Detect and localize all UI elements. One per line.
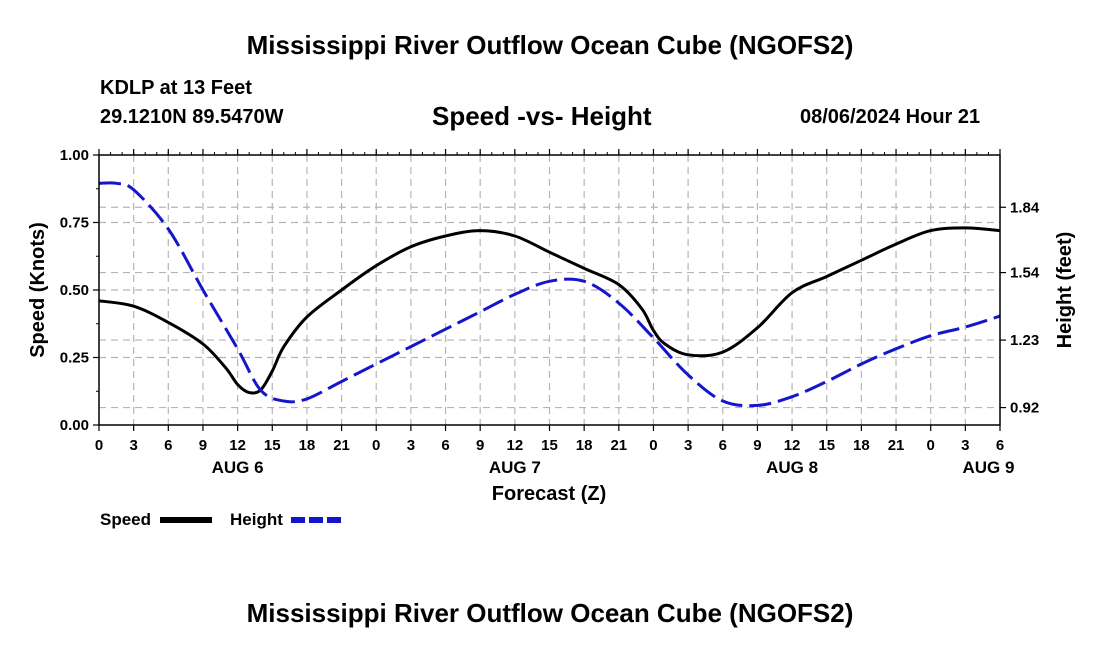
series-height-line	[98, 181, 1001, 408]
x-tick-label: 18	[299, 437, 316, 454]
series-speed-line	[98, 226, 1001, 395]
forecast-datetime: 08/06/2024 Hour 21	[800, 106, 981, 128]
x-axis-title: Forecast (Z)	[492, 483, 606, 505]
y2-axis-title: Height (feet)	[1054, 232, 1076, 349]
x-tick-label: 6	[996, 437, 1004, 454]
y-axis-title: Speed (Knots)	[27, 222, 49, 358]
x-tick-label: 21	[888, 437, 905, 454]
footer-title: Mississippi River Outflow Ocean Cube (NG…	[246, 598, 854, 628]
day-label: AUG 7	[489, 458, 541, 477]
legend-speed-label: Speed	[100, 510, 151, 529]
day-label: AUG 9	[962, 458, 1014, 477]
y-tick-label: 0.50	[60, 282, 89, 299]
x-tick-label: 12	[507, 437, 524, 454]
chart-subtitle: Speed -vs- Height	[432, 101, 652, 131]
x-tick-label: 3	[961, 437, 969, 454]
y-tick-label: 1.00	[60, 147, 89, 164]
x-tick-label: 0	[372, 437, 380, 454]
day-label: AUG 6	[212, 458, 264, 477]
x-tick-label: 15	[264, 437, 281, 454]
x-tick-label: 6	[441, 437, 449, 454]
x-tick-label: 12	[784, 437, 801, 454]
x-tick-label: 6	[164, 437, 172, 454]
x-tick-label: 0	[95, 437, 103, 454]
x-tick-label: 3	[684, 437, 692, 454]
y2-tick-label: 0.92	[1010, 400, 1039, 417]
x-tick-label: 6	[719, 437, 727, 454]
x-tick-label: 21	[333, 437, 350, 454]
y-tick-label: 0.00	[60, 417, 89, 434]
x-tick-label: 12	[229, 437, 246, 454]
plot-frame	[98, 154, 1001, 426]
x-tick-label: 0	[927, 437, 935, 454]
series	[98, 181, 1001, 408]
x-tick-label: 21	[610, 437, 627, 454]
chart-title: Mississippi River Outflow Ocean Cube (NG…	[246, 30, 854, 60]
y-tick-label: 0.25	[60, 350, 89, 367]
legend: Speed Height	[100, 510, 342, 529]
x-tick-label: 3	[129, 437, 137, 454]
y2-tick-label: 1.84	[1010, 199, 1040, 216]
x-tick-label: 15	[541, 437, 558, 454]
x-tick-label: 3	[407, 437, 415, 454]
station-label: KDLP at 13 Feet	[100, 77, 252, 99]
x-tick-label: 9	[476, 437, 484, 454]
x-tick-label: 18	[576, 437, 593, 454]
y2-tick-label: 1.54	[1010, 265, 1040, 282]
y-tick-label: 0.75	[60, 215, 89, 232]
x-tick-label: 9	[199, 437, 207, 454]
day-label: AUG 8	[766, 458, 818, 477]
y2-tick-label: 1.23	[1010, 332, 1039, 349]
x-tick-label: 9	[753, 437, 761, 454]
axis-labels: 0 3 6 9 12 15 18 21 0 3 6 9 12 15 18 21 0 3 6 9 12 15 18 21 0 3 6 A…	[60, 147, 1040, 477]
legend-height-label: Height	[230, 510, 283, 529]
x-tick-label: 0	[649, 437, 657, 454]
coordinates-label: 29.1210N 89.5470W	[100, 106, 284, 128]
x-tick-label: 18	[853, 437, 870, 454]
grid	[99, 155, 1000, 425]
x-tick-label: 15	[818, 437, 835, 454]
